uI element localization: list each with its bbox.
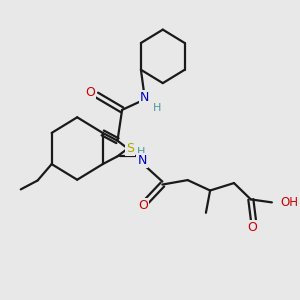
Text: H: H	[153, 103, 161, 113]
Text: H: H	[137, 147, 146, 157]
Text: N: N	[138, 154, 147, 167]
Text: O: O	[247, 221, 257, 234]
Text: N: N	[140, 92, 149, 104]
Text: OH: OH	[280, 196, 298, 209]
Text: O: O	[138, 199, 148, 212]
Text: S: S	[126, 142, 134, 155]
Text: O: O	[85, 85, 95, 98]
